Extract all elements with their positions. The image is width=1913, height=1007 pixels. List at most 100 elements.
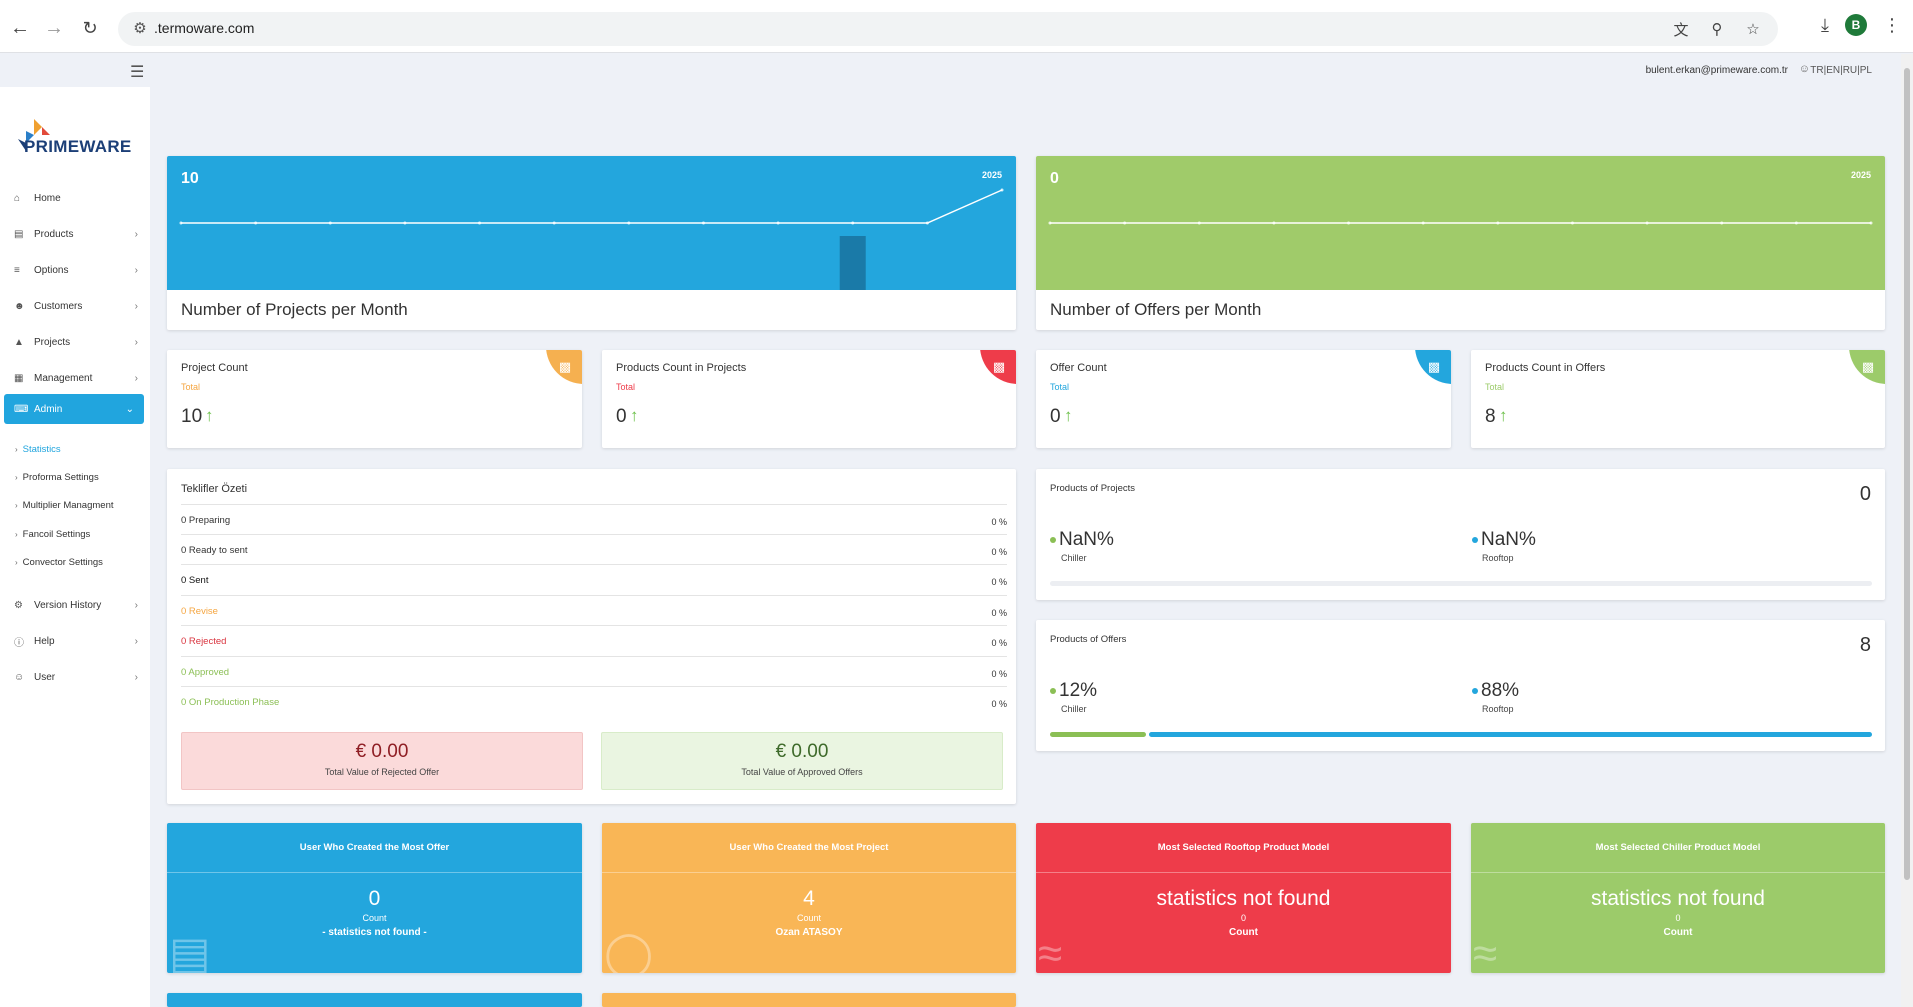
chevron-right-icon: › <box>134 635 138 647</box>
most-chiller-model-tile: Most Selected Chiller Product Model stat… <box>1471 823 1885 973</box>
sidebar-item-management[interactable]: ▦ Management › <box>14 372 138 384</box>
summary-row-revise: 0 Revise 0 % <box>181 595 1007 625</box>
chiller-share: 12% <box>1050 680 1097 702</box>
products-count-projects-card: ▩ Products Count in Projects Total 0 ↑ <box>602 350 1016 448</box>
products-of-offers-title: Products of Offers <box>1050 634 1127 645</box>
products-of-offers-card: Products of Offers 8 12% Chiller 88% Roo… <box>1036 620 1885 751</box>
bar-chart-icon: ▩ <box>980 350 1016 384</box>
primeware-logo-icon <box>18 119 50 151</box>
projects-share-bar <box>1050 581 1872 586</box>
grid-icon: ▦ <box>14 372 24 384</box>
user-icon[interactable]: ☺ <box>1798 63 1810 75</box>
translate-icon[interactable]: 文 <box>1673 21 1689 39</box>
stat-value: 10 <box>181 406 203 427</box>
forward-arrow-icon[interactable]: → <box>44 16 64 39</box>
home-icon: ⌂ <box>14 192 21 204</box>
chiller-label: Chiller <box>1061 553 1087 563</box>
tile-heading: User Who Created the Most Project <box>602 823 1016 873</box>
arrow-up-icon: ↑ <box>630 406 639 425</box>
sidebar-sub-convector-settings[interactable]: › Convector Settings <box>15 557 103 568</box>
products-of-projects-total: 0 <box>1859 483 1871 505</box>
zoom-icon[interactable]: ⚲ <box>1711 21 1723 38</box>
chart-point <box>925 221 929 225</box>
language-switcher[interactable]: TR|EN|RU|PL <box>1810 65 1872 76</box>
tile-caption: Count <box>362 913 387 923</box>
wind-icon: ≈ <box>1473 929 1498 973</box>
chart-point <box>1570 221 1574 225</box>
chevron-right-icon: › <box>134 300 138 312</box>
profile-avatar[interactable]: B <box>1845 14 1867 36</box>
chart-point <box>1421 221 1425 225</box>
chart-point <box>1645 221 1649 225</box>
next-row-tile-orange <box>602 993 1016 1007</box>
menu-toggle-icon[interactable]: ☰ <box>130 64 145 81</box>
chart-point <box>851 221 855 225</box>
tile-value: 0 <box>368 887 381 910</box>
chart-point <box>1794 221 1798 225</box>
chart-point <box>1197 221 1201 225</box>
cart-icon: ▤ <box>14 228 24 240</box>
bar-chart-icon: ▩ <box>1849 350 1885 384</box>
rooftop-dot-icon <box>1472 687 1478 694</box>
stat-sub: Total <box>181 382 201 392</box>
download-icon[interactable]: ⤓ <box>1821 14 1829 35</box>
chevron-down-icon: ⌄ <box>125 403 134 415</box>
address-bar[interactable]: ⚙ .termoware.com 文 ⚲ ☆ <box>118 12 1778 46</box>
app-header: ☰ bulent.erkan@primeware.com.tr ☺ TR|EN|… <box>0 54 1900 86</box>
tile-heading: User Who Created the Most Offer <box>167 823 582 873</box>
scrollbar-thumb[interactable] <box>1904 68 1910 880</box>
chart-bar <box>839 236 866 290</box>
tile-heading: Most Selected Chiller Product Model <box>1471 823 1885 873</box>
chevron-right-icon: › <box>134 372 138 384</box>
sidebar-item-options[interactable]: ≡ Options › <box>14 264 138 276</box>
offers-per-month-card: 0 2025 Number of Offers per Month <box>1036 156 1885 330</box>
stat-title: Products Count in Offers <box>1485 362 1606 374</box>
sidebar-item-help[interactable]: ⓘ Help › <box>14 635 138 649</box>
rooftop-label: Rooftop <box>1482 553 1514 563</box>
back-arrow-icon[interactable]: ← <box>10 16 30 39</box>
reload-icon[interactable]: ↻ <box>82 17 98 38</box>
sidebar-item-projects[interactable]: ▲ Projects › <box>14 336 138 348</box>
rejected-offer-caption: Total Value of Rejected Offer <box>324 767 440 777</box>
sidebar-item-products[interactable]: ▤ Products › <box>14 228 138 240</box>
arrow-up-icon: ↑ <box>1499 406 1508 425</box>
award-icon: ◯ <box>604 929 654 973</box>
chevron-right-icon: › <box>134 599 138 611</box>
url-text[interactable]: .termoware.com <box>154 20 255 36</box>
browser-menu-icon[interactable]: ⋮ <box>1883 14 1901 35</box>
chart-point <box>1869 221 1873 225</box>
chevron-right-icon: › <box>15 530 18 539</box>
chart-point <box>1272 221 1276 225</box>
cube-icon: ▲ <box>14 336 24 348</box>
sidebar-item-admin[interactable]: ⌨ Admin ⌄ <box>4 394 144 424</box>
sidebar-sub-fancoil-settings[interactable]: › Fancoil Settings <box>15 529 91 540</box>
sidebar-sub-multiplier-managment[interactable]: › Multiplier Managment <box>15 500 114 511</box>
arrow-up-icon: ↑ <box>1064 406 1073 425</box>
chart-point <box>328 221 332 225</box>
bookmark-star-icon[interactable]: ☆ <box>1746 21 1760 38</box>
sidebar: PRIMEWARE ⌂ Home ▤ Products › ≡ Options … <box>0 87 150 1007</box>
projects-year: 2025 <box>981 170 1002 180</box>
page-scrollbar[interactable] <box>1901 54 1913 1007</box>
tile-detail: Count <box>1663 927 1693 938</box>
sidebar-item-user[interactable]: ☺ User › <box>14 671 138 683</box>
sidebar-sub-statistics[interactable]: › Statistics <box>15 444 61 455</box>
sidebar-sub-proforma-settings[interactable]: › Proforma Settings <box>15 472 99 483</box>
rooftop-share: NaN% <box>1472 529 1536 551</box>
rooftop-dot-icon <box>1472 536 1478 543</box>
sidebar-item-version-history[interactable]: ⚙ Version History › <box>14 599 138 611</box>
tile-detail: Ozan ATASOY <box>775 927 843 938</box>
keyboard-icon: ⌨ <box>14 403 29 415</box>
most-rooftop-model-tile: Most Selected Rooftop Product Model stat… <box>1036 823 1451 973</box>
chiller-dot-icon <box>1050 687 1056 694</box>
chart-point <box>627 221 631 225</box>
projects-per-month-card: 10 2025 Number of Projects per Month <box>167 156 1016 330</box>
chart-point <box>1000 188 1004 192</box>
sidebar-item-customers[interactable]: ☻ Customers › <box>14 300 138 312</box>
site-settings-icon[interactable]: ⚙ <box>133 20 147 37</box>
next-row-tile-blue <box>167 993 582 1007</box>
chevron-right-icon: › <box>15 473 18 482</box>
bar-chart-icon: ▩ <box>1415 350 1451 384</box>
sidebar-item-home[interactable]: ⌂ Home <box>14 192 61 204</box>
chiller-label: Chiller <box>1061 704 1087 714</box>
